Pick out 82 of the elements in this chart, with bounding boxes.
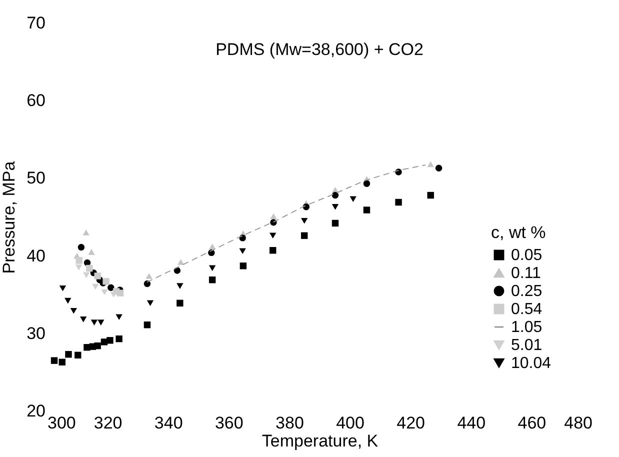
x-tick-label: 380 [276, 414, 304, 432]
y-axis-title: Pressure, MPa [0, 160, 19, 274]
point [102, 278, 110, 285]
legend-label: 1.05 [511, 319, 542, 336]
x-tick-label: 320 [94, 414, 122, 432]
point [64, 298, 72, 304]
x-tick-label: 400 [336, 414, 364, 432]
point [332, 192, 339, 199]
legend-label: 0.25 [511, 283, 542, 300]
point [176, 300, 184, 306]
point [58, 358, 66, 366]
legend-label: 10.04 [511, 355, 552, 372]
point [116, 314, 122, 320]
point [94, 272, 101, 280]
point [363, 180, 370, 187]
point [92, 284, 99, 290]
x-tick-label: 440 [457, 414, 486, 432]
point [363, 206, 370, 214]
legend-label: 0.11 [511, 265, 542, 282]
point [435, 164, 442, 172]
point [208, 265, 216, 272]
y-tick-label: 20 [26, 402, 46, 420]
point [83, 272, 90, 278]
x-axis-title: Temperature, K [262, 432, 379, 450]
y-tick-label: 50 [26, 168, 46, 188]
point [239, 234, 246, 242]
point [427, 161, 434, 168]
x-tick-label: 300 [48, 414, 76, 432]
point [74, 352, 82, 358]
point [176, 283, 184, 289]
x-tick-label: 420 [396, 414, 426, 432]
point [90, 320, 98, 326]
point [208, 244, 216, 250]
point [59, 285, 66, 292]
point [106, 337, 114, 344]
y-tick-label: 40 [26, 246, 46, 266]
point [86, 264, 93, 272]
point [50, 357, 58, 364]
point [332, 204, 339, 210]
point [80, 316, 87, 322]
y-tick-label: 70 [26, 14, 46, 32]
y-tick-label: 60 [26, 91, 46, 110]
x-tick-label: 340 [154, 414, 183, 432]
point [65, 351, 72, 358]
point [144, 322, 151, 328]
y-tick-label: 30 [26, 324, 46, 343]
point [70, 308, 77, 314]
text: PDMS (Mw=38,600) + CO2 [216, 40, 424, 59]
point [239, 248, 246, 254]
x-tick-label: 480 [564, 414, 592, 432]
point [98, 320, 104, 326]
x-tick-label: 360 [214, 414, 244, 432]
legend-label: 0.54 [511, 301, 542, 318]
point [82, 230, 90, 236]
point [208, 276, 216, 284]
point [270, 213, 277, 220]
legend-label: 5.01 [511, 337, 542, 354]
point [78, 244, 85, 251]
point [108, 284, 114, 291]
legend-label: 0.05 [511, 247, 542, 264]
legend-title: c, wt % [491, 223, 546, 242]
point [101, 289, 108, 296]
point [88, 249, 95, 255]
point [116, 335, 122, 342]
point [350, 196, 356, 202]
point [94, 342, 101, 350]
point [332, 220, 339, 227]
point [146, 273, 152, 279]
point [270, 232, 276, 239]
point [144, 280, 151, 288]
point [146, 300, 154, 306]
point [240, 262, 247, 270]
point [177, 259, 184, 265]
point [301, 218, 308, 224]
point [301, 232, 308, 239]
point [116, 290, 124, 296]
point [270, 247, 276, 254]
point [427, 192, 434, 199]
point [76, 257, 82, 264]
point [75, 264, 82, 270]
x-tick-label: 460 [518, 414, 546, 432]
point [395, 198, 402, 206]
